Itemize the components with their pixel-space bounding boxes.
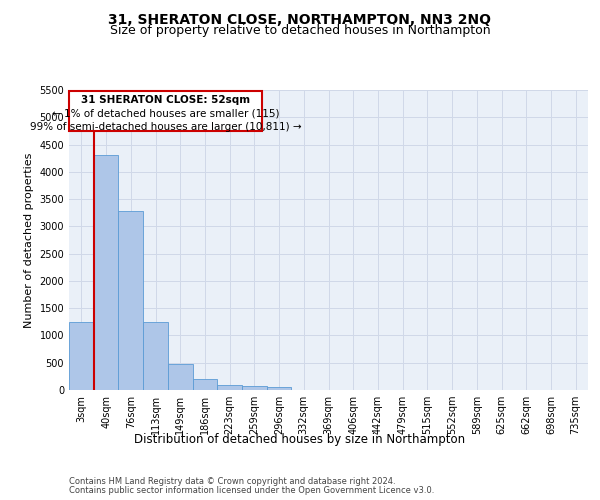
Bar [118, 211, 143, 390]
Bar [69, 322, 94, 390]
Bar [193, 379, 217, 390]
Bar [168, 364, 193, 390]
Text: 31 SHERATON CLOSE: 52sqm: 31 SHERATON CLOSE: 52sqm [81, 95, 250, 105]
Text: Contains HM Land Registry data © Crown copyright and database right 2024.: Contains HM Land Registry data © Crown c… [69, 478, 395, 486]
Bar [267, 386, 292, 390]
Text: Contains public sector information licensed under the Open Government Licence v3: Contains public sector information licen… [69, 486, 434, 495]
Text: Distribution of detached houses by size in Northampton: Distribution of detached houses by size … [134, 432, 466, 446]
Text: 31, SHERATON CLOSE, NORTHAMPTON, NN3 2NQ: 31, SHERATON CLOSE, NORTHAMPTON, NN3 2NQ [109, 12, 491, 26]
Bar [242, 386, 267, 390]
Text: 99% of semi-detached houses are larger (10,811) →: 99% of semi-detached houses are larger (… [30, 122, 301, 132]
Bar [143, 322, 168, 390]
Text: Size of property relative to detached houses in Northampton: Size of property relative to detached ho… [110, 24, 490, 37]
FancyBboxPatch shape [70, 91, 262, 132]
Bar [94, 156, 118, 390]
Bar [217, 384, 242, 390]
Y-axis label: Number of detached properties: Number of detached properties [24, 152, 34, 328]
Text: ← 1% of detached houses are smaller (115): ← 1% of detached houses are smaller (115… [52, 108, 280, 118]
